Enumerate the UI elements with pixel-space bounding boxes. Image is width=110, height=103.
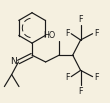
Text: F: F [94, 73, 99, 82]
Text: F: F [78, 15, 83, 24]
Text: HO: HO [43, 31, 55, 40]
Text: F: F [65, 73, 70, 82]
Text: F: F [65, 29, 70, 38]
Text: F: F [78, 87, 83, 96]
Text: F: F [94, 29, 99, 38]
Text: N: N [10, 57, 17, 66]
